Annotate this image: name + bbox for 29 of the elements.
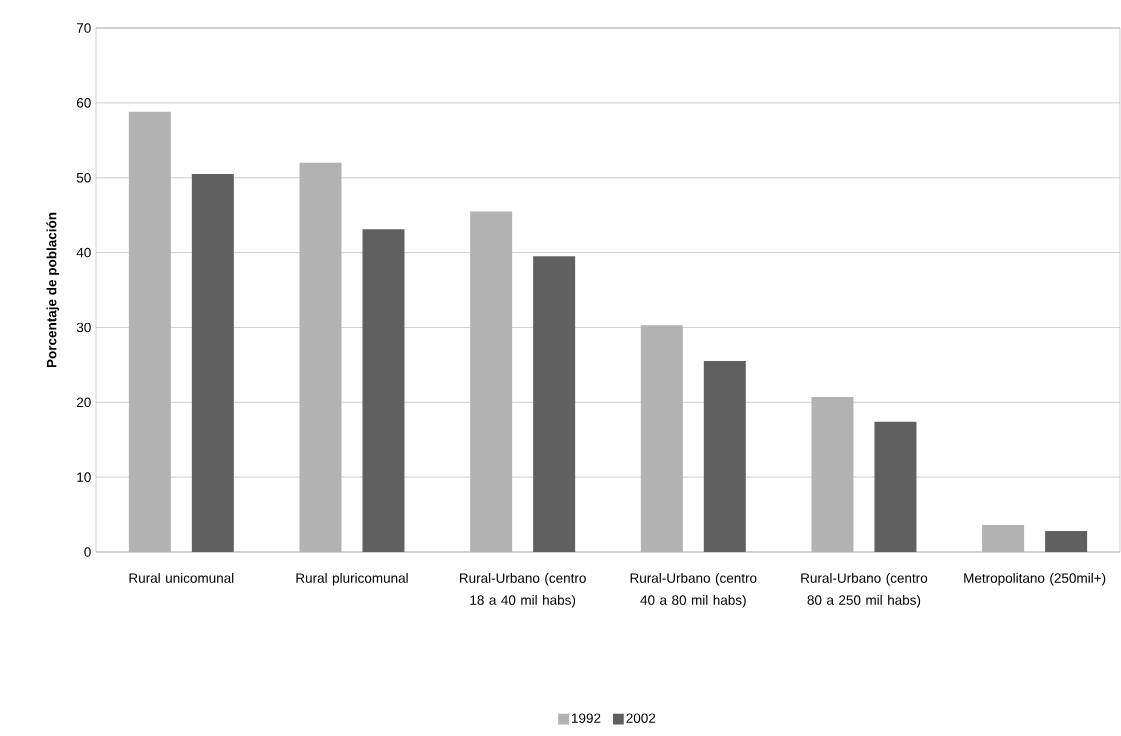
bar — [533, 256, 576, 552]
x-tick-label: Rural pluricomunal — [296, 572, 408, 586]
y-tick-label: 0 — [84, 547, 91, 557]
y-tick-label: 10 — [77, 472, 91, 482]
bar — [191, 173, 234, 552]
y-tick-label: 70 — [76, 23, 91, 33]
bar — [299, 162, 342, 552]
bar — [874, 421, 917, 552]
bar — [128, 111, 171, 552]
bar — [811, 397, 854, 552]
bar — [640, 325, 683, 552]
y-tick-label: 40 — [76, 247, 91, 258]
legend-label: 1992 — [571, 713, 601, 723]
y-tick-label: 30 — [76, 322, 91, 333]
bar — [703, 361, 746, 552]
y-tick-label: 60 — [76, 98, 91, 108]
legend-label: 2002 — [626, 713, 656, 723]
bar — [470, 211, 513, 552]
y-tick-label: 50 — [76, 172, 91, 183]
bar — [1045, 531, 1088, 552]
bar — [362, 229, 405, 552]
y-axis-title: Porcentaje de población — [46, 212, 60, 368]
x-tick-label: Rural-Urbano (centro 18 a 40 mil habs) — [459, 572, 586, 608]
x-tick-label: Rural-Urbano (centro 40 a 80 mil habs) — [630, 572, 757, 608]
x-tick-label: Rural-Urbano (centro 80 a 250 mil habs) — [801, 572, 928, 608]
x-tick-label: Metropolitano (250mil+) — [964, 572, 1106, 586]
y-tick-label: 20 — [76, 397, 91, 408]
bar — [982, 525, 1025, 552]
x-tick-label: Rural unicomunal — [129, 572, 234, 583]
